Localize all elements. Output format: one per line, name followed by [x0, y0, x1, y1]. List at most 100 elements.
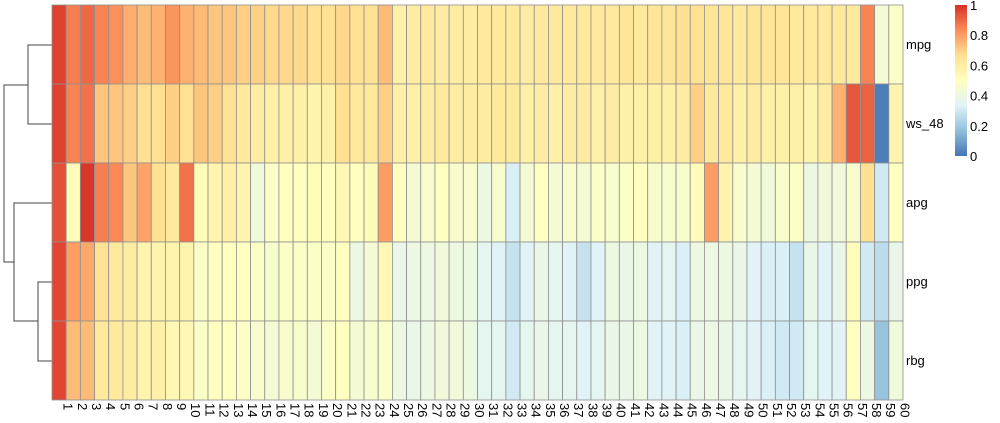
cell-ws_48-1: [51, 83, 67, 164]
cell-rbg-7: [136, 320, 152, 401]
cell-apg-32: [491, 162, 507, 243]
column-label-27: 27: [429, 403, 444, 417]
row-label-ws_48: ws_48: [905, 116, 944, 131]
cell-ws_48-52: [774, 83, 790, 164]
column-label-23: 23: [373, 403, 388, 417]
row-label-apg: apg: [906, 195, 928, 210]
cell-mpg-59: [874, 4, 890, 85]
column-label-39: 39: [600, 403, 615, 417]
cell-apg-35: [533, 162, 549, 243]
column-label-21: 21: [344, 403, 359, 417]
column-label-41: 41: [628, 403, 643, 417]
column-label-48: 48: [727, 403, 742, 417]
cell-ws_48-21: [335, 83, 351, 164]
cell-mpg-8: [150, 4, 166, 85]
cell-mpg-42: [633, 4, 649, 85]
cell-mpg-54: [803, 4, 819, 85]
cell-apg-13: [221, 162, 237, 243]
cell-mpg-41: [618, 4, 634, 85]
cell-ppg-27: [420, 241, 436, 322]
cell-mpg-23: [363, 4, 379, 85]
cell-ws_48-11: [193, 83, 209, 164]
cell-rbg-45: [675, 320, 691, 401]
cell-ppg-3: [79, 241, 95, 322]
cell-mpg-45: [675, 4, 691, 85]
cell-ws_48-26: [406, 83, 422, 164]
cell-mpg-15: [250, 4, 266, 85]
cell-rbg-13: [221, 320, 237, 401]
cell-ws_48-55: [817, 83, 833, 164]
cell-rbg-15: [250, 320, 266, 401]
cell-ws_48-43: [647, 83, 663, 164]
cell-mpg-28: [434, 4, 450, 85]
cell-ppg-55: [817, 241, 833, 322]
row-label-mpg: mpg: [906, 37, 931, 52]
cell-ws_48-59: [874, 83, 890, 164]
cell-ppg-18: [292, 241, 308, 322]
cell-ws_48-37: [562, 83, 578, 164]
column-label-7: 7: [146, 403, 161, 410]
cell-mpg-24: [377, 4, 393, 85]
column-label-17: 17: [288, 403, 303, 417]
cell-apg-43: [647, 162, 663, 243]
cell-ppg-59: [874, 241, 890, 322]
column-label-8: 8: [160, 403, 175, 410]
column-label-53: 53: [798, 403, 813, 417]
cell-ws_48-34: [519, 83, 535, 164]
cell-rbg-48: [718, 320, 734, 401]
cell-ws_48-25: [391, 83, 407, 164]
dendrogram-branch-mpg-ws48: [27, 44, 52, 125]
cell-apg-11: [193, 162, 209, 243]
cell-rbg-23: [363, 320, 379, 401]
cell-mpg-4: [94, 4, 110, 85]
cell-ws_48-2: [65, 83, 81, 164]
cell-ppg-16: [264, 241, 280, 322]
cell-rbg-50: [746, 320, 762, 401]
column-label-49: 49: [741, 403, 756, 417]
column-label-47: 47: [713, 403, 728, 417]
cell-ppg-22: [349, 241, 365, 322]
column-label-16: 16: [273, 403, 288, 417]
cell-ws_48-27: [420, 83, 436, 164]
column-label-11: 11: [202, 403, 217, 417]
cell-ppg-38: [576, 241, 592, 322]
cell-rbg-47: [704, 320, 720, 401]
cell-mpg-32: [491, 4, 507, 85]
cell-ppg-12: [207, 241, 223, 322]
cell-rbg-42: [633, 320, 649, 401]
column-label-33: 33: [514, 403, 529, 417]
cell-ws_48-42: [633, 83, 649, 164]
cell-ws_48-57: [845, 83, 861, 164]
cell-rbg-24: [377, 320, 393, 401]
cell-ws_48-39: [590, 83, 606, 164]
cell-ws_48-40: [604, 83, 620, 164]
cell-rbg-29: [448, 320, 464, 401]
cell-rbg-2: [65, 320, 81, 401]
cell-mpg-47: [704, 4, 720, 85]
cell-rbg-53: [789, 320, 805, 401]
cell-ws_48-12: [207, 83, 223, 164]
cell-rbg-27: [420, 320, 436, 401]
cell-apg-7: [136, 162, 152, 243]
cell-ppg-57: [845, 241, 861, 322]
cell-mpg-55: [817, 4, 833, 85]
cell-ws_48-29: [448, 83, 464, 164]
cell-mpg-7: [136, 4, 152, 85]
cell-mpg-10: [179, 4, 195, 85]
cell-ws_48-54: [803, 83, 819, 164]
cell-rbg-4: [94, 320, 110, 401]
cell-ws_48-58: [860, 83, 876, 164]
column-label-58: 58: [869, 403, 884, 417]
cell-rbg-26: [406, 320, 422, 401]
cell-mpg-46: [689, 4, 705, 85]
cell-apg-49: [732, 162, 748, 243]
cell-ppg-17: [278, 241, 294, 322]
cell-rbg-49: [732, 320, 748, 401]
cell-ppg-4: [94, 241, 110, 322]
cell-ppg-29: [448, 241, 464, 322]
cell-rbg-35: [533, 320, 549, 401]
cell-rbg-31: [477, 320, 493, 401]
cell-ws_48-51: [760, 83, 776, 164]
cell-mpg-6: [122, 4, 138, 85]
column-label-19: 19: [316, 403, 331, 417]
